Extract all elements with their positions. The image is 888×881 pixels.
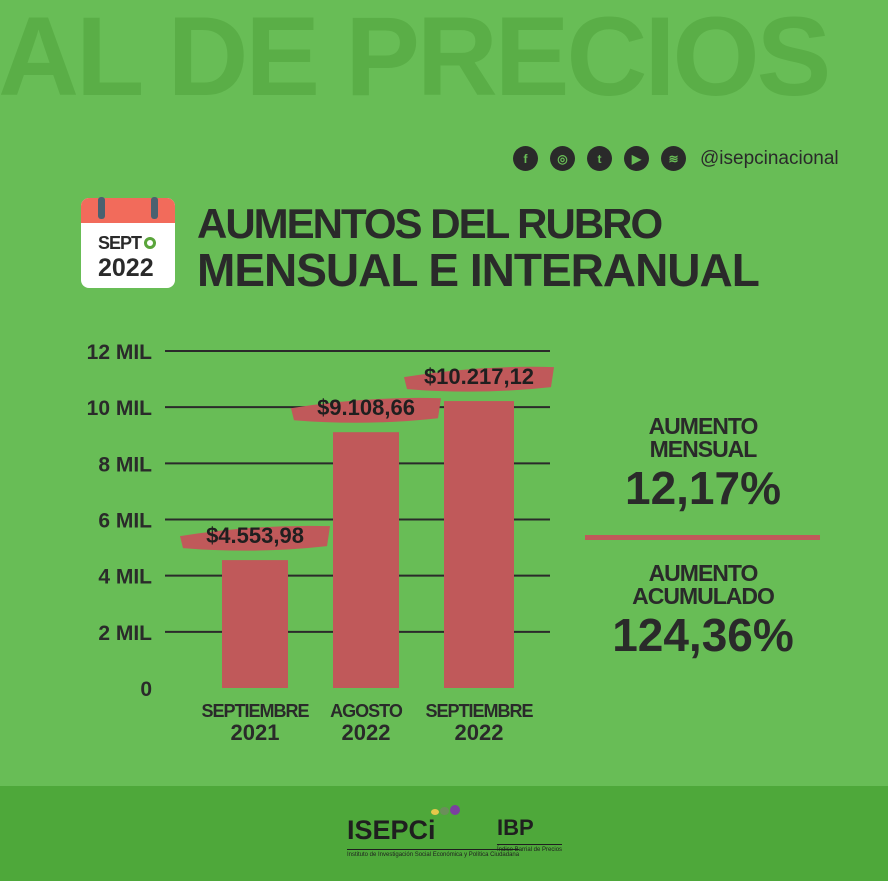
bar — [333, 432, 399, 688]
youtube-icon[interactable]: ▶ — [624, 146, 649, 171]
x-tick-label: 2021 — [231, 720, 280, 745]
calendar-ring — [151, 197, 158, 219]
label-brush — [180, 525, 330, 551]
data-label: $9.108,66 — [317, 395, 415, 420]
y-tick-label: 4 MIL — [98, 566, 152, 589]
label-brush — [291, 397, 441, 423]
x-tick-label: SEPTIEMBRE — [425, 701, 533, 721]
y-tick-label: 8 MIL — [98, 453, 152, 476]
accumulated-label: AUMENTO — [648, 560, 759, 586]
social-handle: @isepcinacional — [700, 147, 839, 169]
divider — [585, 535, 820, 540]
instagram-icon[interactable]: ◎ — [550, 146, 575, 171]
footer — [0, 786, 888, 881]
title-line1: AUMENTOS DEL RUBRO — [197, 200, 663, 247]
ibp-logo: IBP Índice Barrial de Precios — [497, 815, 563, 854]
x-tick-label: 2022 — [342, 720, 391, 745]
monthly-value: 12,17% — [624, 462, 781, 514]
gear-icon — [144, 237, 156, 249]
calendar-year: 2022 — [98, 254, 154, 282]
logo-text: IBP — [497, 815, 534, 840]
logo-text: ISEPCi — [347, 815, 436, 845]
bar — [222, 560, 288, 688]
accumulated-value: 124,36% — [612, 609, 794, 661]
logo-subtitle: Instituto de Investigación Social Económ… — [347, 849, 520, 859]
x-tick-label: AGOSTO — [330, 701, 403, 721]
data-label: $4.553,98 — [206, 523, 304, 548]
monthly-label: MENSUAL — [649, 436, 758, 462]
title-line2: MENSUAL E INTERANUAL — [197, 244, 760, 296]
x-tick-label: SEPTIEMBRE — [201, 701, 309, 721]
y-tick-label: 6 MIL — [98, 510, 152, 533]
accumulated-label: ACUMULADO — [632, 583, 775, 609]
y-tick-label: 2 MIL — [98, 622, 152, 645]
y-tick-label: 12 MIL — [87, 341, 153, 364]
x-tick-label: 2022 — [455, 720, 504, 745]
accumulated-stat: AUMENTO ACUMULADO 124,36% — [553, 562, 853, 662]
spotify-icon[interactable]: ≋ — [661, 146, 686, 171]
isepci-logo: ISEPCi Instituto de Investigación Social … — [347, 815, 520, 859]
label-brush — [404, 366, 554, 392]
calendar-month: SEPT — [98, 233, 142, 253]
facebook-icon[interactable]: f — [513, 146, 538, 171]
monthly-stat: AUMENTO MENSUAL 12,17% — [553, 415, 853, 515]
social-bar: f ◎ t ▶ ≋ @isepcinacional — [513, 146, 839, 171]
twitter-icon[interactable]: t — [587, 146, 612, 171]
y-tick-label: 0 — [140, 678, 152, 701]
logo-subtitle: Índice Barrial de Precios — [497, 844, 563, 854]
bar — [444, 401, 514, 688]
monthly-label: AUMENTO — [648, 413, 759, 439]
y-tick-label: 10 MIL — [87, 397, 153, 420]
data-label: $10.217,12 — [424, 364, 534, 389]
calendar-icon: SEPT 2022 — [81, 198, 175, 288]
watermark-title: IAL DE PRECIOS — [0, 0, 831, 119]
calendar-ring — [98, 197, 105, 219]
